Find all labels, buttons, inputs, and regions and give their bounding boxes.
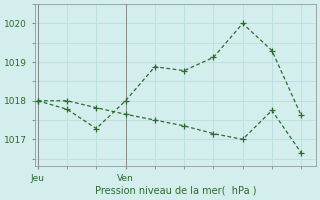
X-axis label: Pression niveau de la mer(  hPa ): Pression niveau de la mer( hPa ) xyxy=(95,186,256,196)
